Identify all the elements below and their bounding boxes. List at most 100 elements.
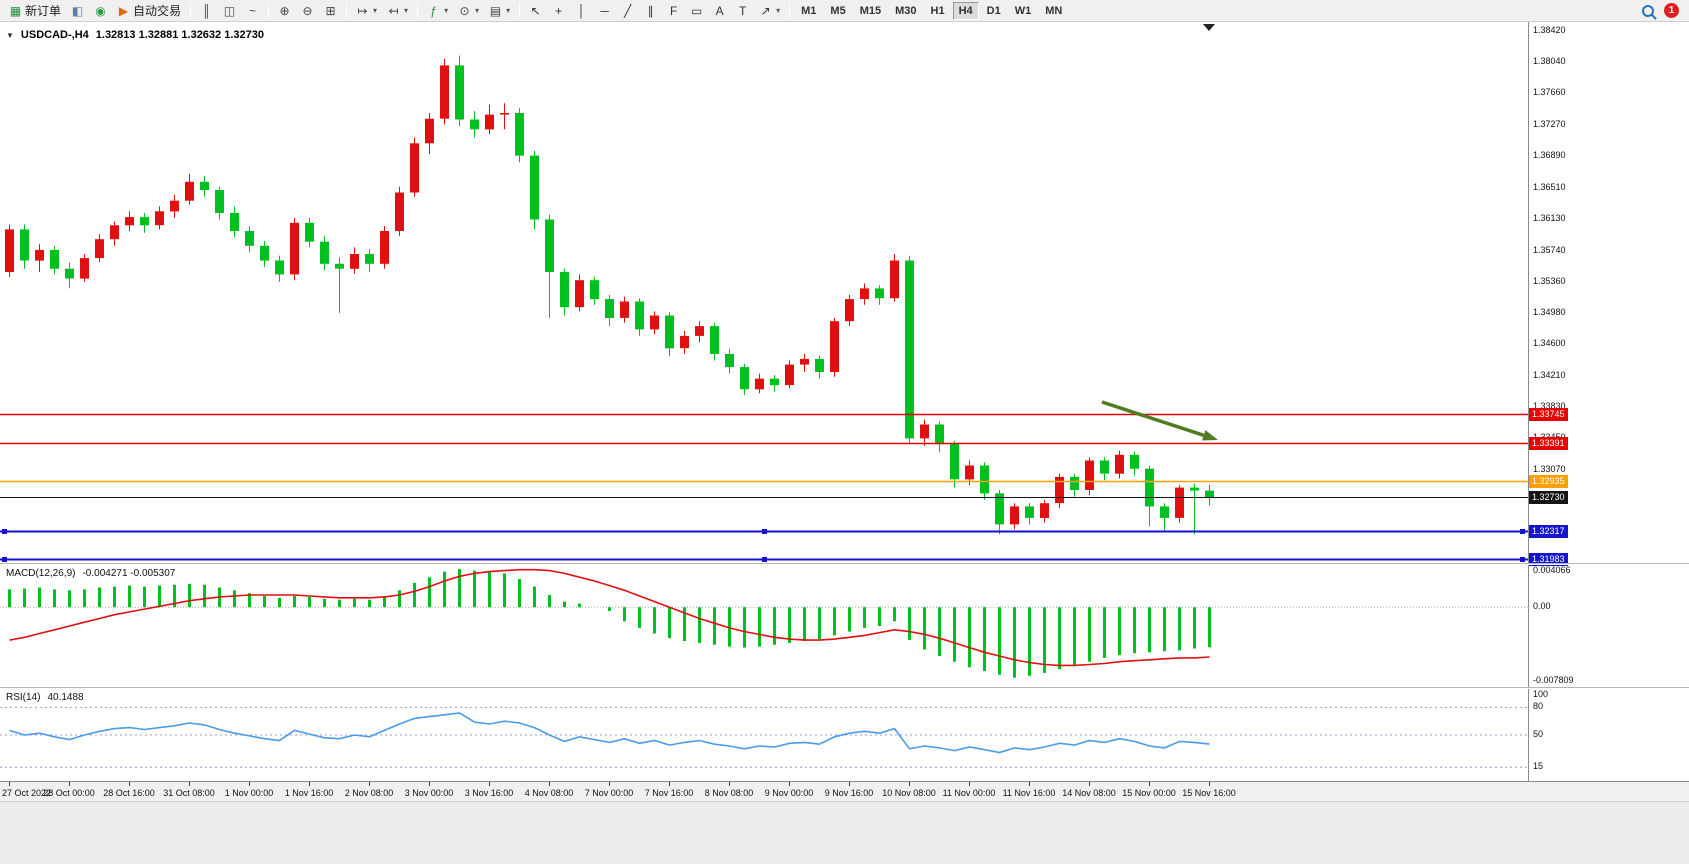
timeframe-m1-button[interactable]: M1 bbox=[801, 4, 817, 17]
line-handle[interactable] bbox=[762, 529, 767, 534]
fibonacci-button[interactable]: F bbox=[662, 1, 685, 21]
price-axis-label: 1.35740 bbox=[1533, 244, 1566, 255]
line-handle[interactable] bbox=[2, 557, 7, 562]
vertical-line-button[interactable]: │ bbox=[570, 1, 593, 21]
notification-badge[interactable]: 1 bbox=[1664, 3, 1679, 18]
candle-body bbox=[230, 213, 239, 231]
trend-arrow-head[interactable] bbox=[1202, 430, 1218, 441]
rsi-axis-label: 50 bbox=[1533, 729, 1544, 739]
cursor-icon: ↖ bbox=[530, 3, 541, 18]
line-handle[interactable] bbox=[762, 557, 767, 562]
candle-body bbox=[920, 424, 929, 439]
candle-body bbox=[860, 288, 869, 300]
macd-axis: 0.004066 0.00 -0.007809 bbox=[1529, 565, 1689, 687]
time-axis-tick bbox=[909, 782, 910, 786]
candlestick-chart-button[interactable]: ◫ bbox=[218, 1, 241, 21]
candle-body bbox=[950, 444, 959, 480]
macd-plot bbox=[0, 568, 1528, 678]
line-chart-button[interactable]: ~ bbox=[241, 1, 264, 21]
chart-shift-marker[interactable] bbox=[1203, 24, 1215, 31]
dropdown-caret-icon: ▾ bbox=[373, 6, 378, 15]
time-axis-label: 28 Oct 00:00 bbox=[43, 788, 95, 798]
time-axis-label: 31 Oct 08:00 bbox=[163, 788, 215, 798]
channel-button[interactable]: ∥ bbox=[639, 1, 662, 21]
templates-icon: ▤ bbox=[489, 3, 502, 18]
toolbar-separator bbox=[268, 3, 270, 18]
tile-windows-button[interactable]: ⊞ bbox=[319, 1, 342, 21]
panel-separator[interactable] bbox=[0, 687, 1689, 689]
bar-chart-button[interactable]: ║ bbox=[195, 1, 218, 21]
price-axis-label: 1.34600 bbox=[1533, 338, 1566, 349]
shapes-icon: ▭ bbox=[690, 3, 703, 18]
market-watch-icon: ◧ bbox=[71, 3, 84, 18]
candle-body bbox=[170, 200, 179, 212]
data-window-button[interactable]: ◉ bbox=[89, 1, 112, 21]
trend-arrow[interactable] bbox=[1101, 400, 1205, 437]
market-watch-button[interactable]: ◧ bbox=[66, 1, 89, 21]
shapes-button[interactable]: ▭ bbox=[685, 1, 708, 21]
search-icon[interactable] bbox=[1642, 4, 1654, 17]
timeframe-m15-button[interactable]: M15 bbox=[859, 4, 882, 17]
candle-body bbox=[95, 239, 104, 259]
price-tag: 1.32317 bbox=[1529, 524, 1568, 538]
zoom-out-icon: ⊖ bbox=[302, 3, 313, 18]
time-axis-label: 28 Oct 16:00 bbox=[103, 788, 155, 798]
auto-scroll-icon: ↦ bbox=[357, 3, 368, 18]
zoom-in-button[interactable]: ⊕ bbox=[273, 1, 296, 21]
candle-body bbox=[380, 231, 389, 264]
vertical-line-icon: │ bbox=[577, 3, 586, 18]
periods-button[interactable]: ⊙ ▾ bbox=[453, 1, 484, 21]
panel-separator[interactable] bbox=[0, 563, 1689, 565]
macd-axis-label: -0.007809 bbox=[1533, 674, 1574, 685]
collapse-icon[interactable]: ▼ bbox=[6, 30, 14, 40]
new-order-button[interactable]: ▦ 新订单 bbox=[4, 1, 66, 21]
time-axis-tick bbox=[729, 782, 730, 786]
candle-body bbox=[110, 225, 119, 240]
timeframe-d1-button[interactable]: D1 bbox=[986, 4, 1001, 17]
time-axis-label: 2 Nov 08:00 bbox=[344, 788, 394, 798]
time-axis-label: 27 Oct 2022 bbox=[2, 788, 52, 798]
horizontal-line-button[interactable]: ─ bbox=[593, 1, 616, 21]
candle-body bbox=[590, 280, 599, 300]
time-axis-label: 4 Nov 08:00 bbox=[524, 788, 574, 798]
timeframe-w1-button[interactable]: W1 bbox=[1014, 4, 1032, 17]
candle-body bbox=[830, 321, 839, 372]
line-handle[interactable] bbox=[1520, 557, 1525, 562]
arrows-button[interactable]: ↗ ▾ bbox=[754, 1, 785, 21]
candle-body bbox=[770, 378, 779, 386]
time-axis-tick bbox=[369, 782, 370, 786]
zoom-in-icon: ⊕ bbox=[279, 3, 290, 18]
timeframe-h1-button[interactable]: H1 bbox=[930, 4, 945, 17]
candle-body bbox=[1190, 487, 1199, 491]
crosshair-button[interactable]: + bbox=[547, 1, 570, 21]
auto-scroll-button[interactable]: ↦ ▾ bbox=[351, 1, 382, 21]
autotrading-button[interactable]: ▶ 自动交易 bbox=[112, 1, 186, 21]
candle-body bbox=[1130, 454, 1139, 469]
timeframe-m5-button[interactable]: M5 bbox=[830, 4, 846, 17]
line-handle[interactable] bbox=[1520, 529, 1525, 534]
label-button[interactable]: T bbox=[731, 1, 754, 21]
candle-body bbox=[1160, 506, 1169, 518]
cursor-button[interactable]: ↖ bbox=[524, 1, 547, 21]
zoom-out-button[interactable]: ⊖ bbox=[296, 1, 319, 21]
chart-shift-icon: ↤ bbox=[388, 3, 399, 18]
line-handle[interactable] bbox=[2, 529, 7, 534]
templates-button[interactable]: ▤ ▾ bbox=[484, 1, 515, 21]
time-axis[interactable]: 27 Oct 2022 28 Oct 00:00 28 Oct 16:00 31 Oc… bbox=[0, 781, 1689, 801]
text-button[interactable]: A bbox=[708, 1, 731, 21]
timeframe-m30-button[interactable]: M30 bbox=[895, 4, 917, 17]
candle-body bbox=[215, 190, 224, 213]
price-axis-label: 1.36890 bbox=[1533, 150, 1566, 161]
candle-body bbox=[875, 288, 884, 299]
indicators-button[interactable]: ƒ ▾ bbox=[422, 1, 453, 21]
chart-shift-button[interactable]: ↤ ▾ bbox=[382, 1, 413, 21]
tile-windows-icon: ⊞ bbox=[325, 3, 336, 18]
timeframe-mn-button[interactable]: MN bbox=[1045, 4, 1063, 17]
candle-body bbox=[320, 241, 329, 264]
candle-body bbox=[260, 245, 269, 261]
timeframe-h4-button[interactable]: H4 bbox=[952, 1, 979, 20]
trendline-button[interactable]: ╱ bbox=[616, 1, 639, 21]
rsi-value: 40.1488 bbox=[47, 692, 84, 703]
time-axis-label: 1 Nov 16:00 bbox=[284, 788, 334, 798]
chart-title: ▼ USDCAD-,H4 1.32813 1.32881 1.32632 1.3… bbox=[6, 29, 264, 41]
